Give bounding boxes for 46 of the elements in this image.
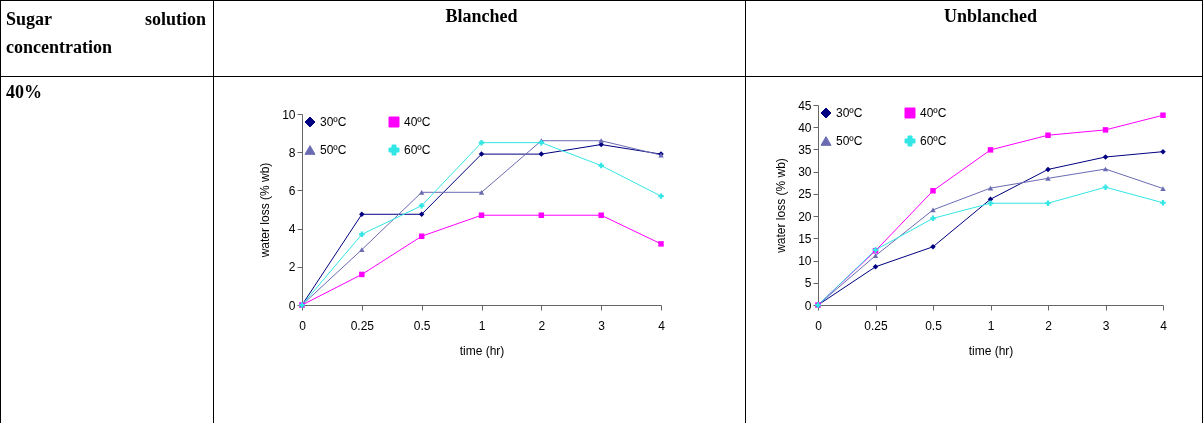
y-tick-label: 40 xyxy=(798,120,812,135)
legend-label: 60ºC xyxy=(920,134,947,148)
x-tick-label: 0 xyxy=(299,318,307,333)
y-axis-title: water loss (% wb) xyxy=(258,162,273,259)
legend-label: 40ºC xyxy=(920,106,947,120)
x-tick-label: 4 xyxy=(658,318,666,333)
text: 40% xyxy=(6,81,43,104)
y-tick-label: 4 xyxy=(288,222,296,237)
y-tick-label: 8 xyxy=(288,145,296,160)
chart-title: Unblanched xyxy=(943,6,1038,26)
x-tick-label: 0.25 xyxy=(864,318,888,333)
legend-label: 30ºC xyxy=(320,115,347,129)
y-tick-label: 5 xyxy=(804,276,812,291)
x-tick-label: 2 xyxy=(538,318,546,333)
x-tick-label: 0.5 xyxy=(413,318,431,333)
legend-label: 30ºC xyxy=(836,106,863,120)
y-tick-label: 45 xyxy=(798,98,812,113)
text: Sugar solution concentration xyxy=(6,8,206,59)
x-tick-label: 4 xyxy=(1160,318,1168,333)
x-tick-label: 3 xyxy=(1102,318,1110,333)
x-tick-label: 1 xyxy=(478,318,486,333)
y-tick-label: 15 xyxy=(798,231,812,246)
x-axis-title: time (hr) xyxy=(968,343,1014,358)
y-tick-label: 10 xyxy=(798,254,812,269)
x-tick-label: 0 xyxy=(815,318,823,333)
y-tick-label: 6 xyxy=(288,183,296,198)
y-tick-label: 35 xyxy=(798,142,812,157)
y-tick-label: 30 xyxy=(798,165,812,180)
legend-label: 50ºC xyxy=(836,134,863,148)
legend-label: 50ºC xyxy=(320,143,347,157)
y-tick-label: 2 xyxy=(288,260,296,275)
y-axis-title: water loss (% wb) xyxy=(774,158,789,254)
legend-label: 40ºC xyxy=(404,115,431,129)
x-axis-title: time (hr) xyxy=(459,343,505,358)
legend-label: 60ºC xyxy=(404,143,431,157)
x-tick-label: 1 xyxy=(987,318,995,333)
y-tick-label: 20 xyxy=(798,209,812,224)
x-tick-label: 2 xyxy=(1045,318,1053,333)
chart-title: Blanched xyxy=(445,6,518,26)
x-tick-label: 0.5 xyxy=(925,318,943,333)
y-tick-label: 10 xyxy=(282,107,296,122)
y-tick-label: 0 xyxy=(804,298,812,313)
x-tick-label: 0.25 xyxy=(350,318,375,333)
x-tick-label: 3 xyxy=(598,318,606,333)
y-tick-label: 0 xyxy=(288,298,296,313)
y-tick-label: 25 xyxy=(798,187,812,202)
